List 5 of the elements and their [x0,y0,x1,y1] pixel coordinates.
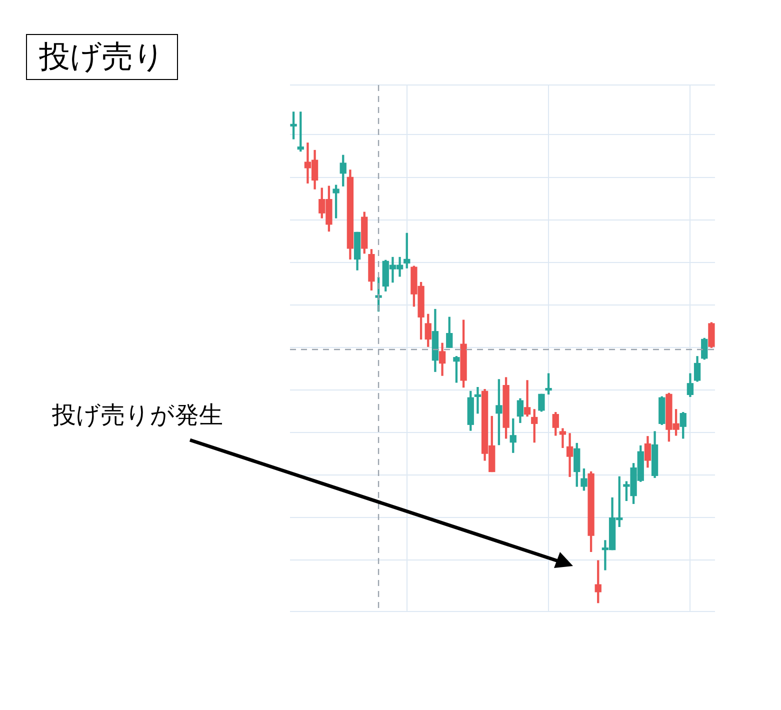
chart-title: 投げ売り [26,34,178,80]
text: 投げ売りが発生 [52,400,223,430]
candlestick [559,428,566,448]
candlestick [474,386,482,414]
candlestick [524,380,531,417]
